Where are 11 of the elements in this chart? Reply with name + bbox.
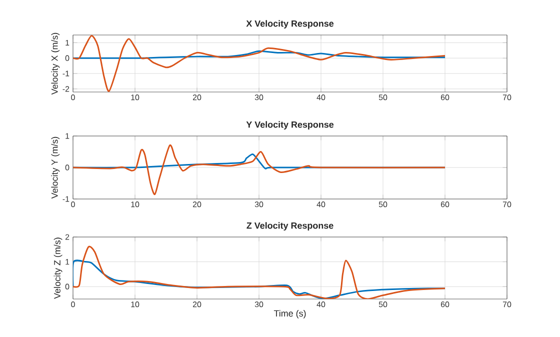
line-series bbox=[73, 246, 446, 299]
line-series bbox=[73, 35, 446, 92]
chart-title: Y Velocity Response bbox=[246, 121, 334, 130]
line-series bbox=[73, 50, 446, 59]
chart-title: Z Velocity Response bbox=[246, 222, 334, 230]
chart-title: X Velocity Response bbox=[246, 20, 334, 28]
x-axis-title: Time (s) bbox=[274, 310, 306, 318]
line-series bbox=[73, 144, 446, 196]
y-axis-title: Velocity X (m/s) bbox=[51, 32, 60, 95]
y-axis-title: Velocity Z (m/s) bbox=[54, 238, 62, 299]
y-axis-title: Velocity Y (m/s) bbox=[51, 136, 60, 199]
